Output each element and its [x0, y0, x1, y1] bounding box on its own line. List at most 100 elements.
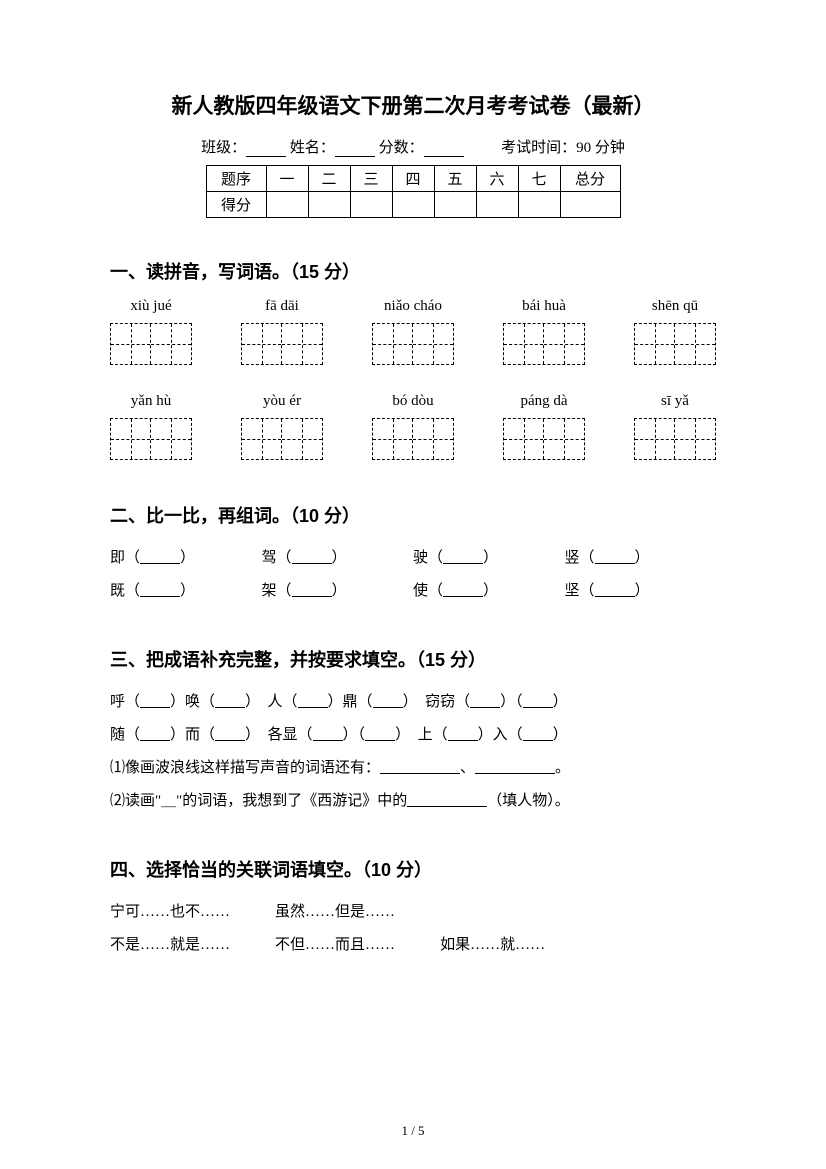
td-label: 得分	[206, 192, 266, 218]
name-blank[interactable]	[335, 156, 375, 157]
section-1-heading: 一、读拼音，写词语。（15 分）	[110, 258, 716, 284]
pinyin-item: bái huà	[503, 298, 585, 369]
name-label: 姓名：	[290, 140, 335, 156]
fill-blank[interactable]	[443, 582, 483, 597]
pinyin-item: niǎo cháo	[372, 298, 454, 369]
meta-row: 班级： 姓名： 分数： 考试时间：90 分钟	[110, 136, 716, 157]
page-number: 1 / 5	[0, 1123, 826, 1139]
idiom-line-2: 随（）而（） 各显（）（） 上（）入（）	[110, 719, 716, 752]
fill-blank[interactable]	[443, 549, 483, 564]
fill-blank[interactable]	[292, 582, 332, 597]
pinyin-row-1: xiù jué fā dāi niǎo cháo bái huà shēn qū	[110, 298, 716, 369]
connective-row-2: 不是……就是…… 不但……而且…… 如果……就……	[110, 929, 716, 962]
write-box[interactable]	[372, 418, 454, 460]
word-pair: 既（）	[110, 575, 262, 608]
word-pair: 架（）	[262, 575, 414, 608]
pinyin-label: shēn qū	[634, 298, 716, 315]
th-5: 五	[434, 166, 476, 192]
th-6: 六	[476, 166, 518, 192]
th-total: 总分	[560, 166, 620, 192]
exam-time: 考试时间：90 分钟	[501, 140, 625, 156]
fill-blank[interactable]	[140, 726, 170, 741]
pinyin-item: yòu ér	[241, 393, 323, 464]
pinyin-item: páng dà	[503, 393, 585, 464]
write-box[interactable]	[110, 418, 192, 460]
pinyin-item: yǎn hù	[110, 393, 192, 464]
write-box[interactable]	[634, 323, 716, 365]
pinyin-label: fā dāi	[241, 298, 323, 315]
idiom-line-1: 呼（）唤（） 人（）鼎（） 窃窃（）（）	[110, 686, 716, 719]
fill-blank[interactable]	[215, 726, 245, 741]
table-row: 得分	[206, 192, 620, 218]
pinyin-label: bó dòu	[372, 393, 454, 410]
section-3: 三、把成语补充完整，并按要求填空。（15 分） 呼（）唤（） 人（）鼎（） 窃窃…	[110, 646, 716, 818]
class-blank[interactable]	[246, 156, 286, 157]
section-4-heading: 四、选择恰当的关联词语填空。（10 分）	[110, 856, 716, 882]
pinyin-row-2: yǎn hù yòu ér bó dòu páng dà sī yǎ	[110, 393, 716, 464]
score-cell-total[interactable]	[560, 192, 620, 218]
pinyin-label: yòu ér	[241, 393, 323, 410]
fill-blank[interactable]	[140, 549, 180, 564]
fill-blank[interactable]	[373, 693, 403, 708]
write-box[interactable]	[503, 418, 585, 460]
th-seq: 题序	[206, 166, 266, 192]
pinyin-item: fā dāi	[241, 298, 323, 369]
pinyin-label: yǎn hù	[110, 393, 192, 410]
connective-option: 宁可……也不……	[110, 904, 230, 920]
score-cell[interactable]	[350, 192, 392, 218]
pinyin-item: sī yǎ	[634, 393, 716, 464]
write-box[interactable]	[634, 418, 716, 460]
fill-blank[interactable]	[523, 726, 553, 741]
connective-option: 虽然……但是……	[275, 904, 395, 920]
score-label: 分数：	[379, 140, 424, 156]
table-row: 题序 一 二 三 四 五 六 七 总分	[206, 166, 620, 192]
th-2: 二	[308, 166, 350, 192]
score-blank[interactable]	[424, 156, 464, 157]
question-3-2: ⑵读画"＿"的词语，我想到了《西游记》中的（填人物）。	[110, 785, 716, 818]
write-box[interactable]	[372, 323, 454, 365]
th-7: 七	[518, 166, 560, 192]
word-pair: 使（）	[413, 575, 565, 608]
th-1: 一	[266, 166, 308, 192]
compare-row-1: 即（） 驾（） 驶（） 竖（）	[110, 542, 716, 575]
score-cell[interactable]	[476, 192, 518, 218]
write-box[interactable]	[503, 323, 585, 365]
fill-blank[interactable]	[298, 693, 328, 708]
fill-blank[interactable]	[448, 726, 478, 741]
fill-blank[interactable]	[140, 693, 170, 708]
fill-blank[interactable]	[407, 792, 487, 807]
fill-blank[interactable]	[523, 693, 553, 708]
pinyin-label: bái huà	[503, 298, 585, 315]
score-cell[interactable]	[308, 192, 350, 218]
section-3-heading: 三、把成语补充完整，并按要求填空。（15 分）	[110, 646, 716, 672]
compare-row-2: 既（） 架（） 使（） 坚（）	[110, 575, 716, 608]
class-label: 班级：	[201, 140, 246, 156]
question-3-1: ⑴像画波浪线这样描写声音的词语还有：、。	[110, 752, 716, 785]
score-cell[interactable]	[518, 192, 560, 218]
word-pair: 即（）	[110, 542, 262, 575]
pinyin-item: xiù jué	[110, 298, 192, 369]
score-cell[interactable]	[266, 192, 308, 218]
write-box[interactable]	[110, 323, 192, 365]
fill-blank[interactable]	[140, 582, 180, 597]
fill-blank[interactable]	[313, 726, 343, 741]
pinyin-item: shēn qū	[634, 298, 716, 369]
section-2: 二、比一比，再组词。（10 分） 即（） 驾（） 驶（） 竖（） 既（） 架（）…	[110, 502, 716, 608]
score-cell[interactable]	[434, 192, 476, 218]
pinyin-label: niǎo cháo	[372, 298, 454, 315]
fill-blank[interactable]	[365, 726, 395, 741]
pinyin-item: bó dòu	[372, 393, 454, 464]
fill-blank[interactable]	[595, 582, 635, 597]
page-title: 新人教版四年级语文下册第二次月考考试卷（最新）	[110, 90, 716, 120]
write-box[interactable]	[241, 323, 323, 365]
fill-blank[interactable]	[380, 759, 460, 774]
connective-option: 不但……而且……	[275, 937, 395, 953]
fill-blank[interactable]	[595, 549, 635, 564]
fill-blank[interactable]	[470, 693, 500, 708]
fill-blank[interactable]	[475, 759, 555, 774]
fill-blank[interactable]	[292, 549, 332, 564]
fill-blank[interactable]	[215, 693, 245, 708]
word-pair: 坚（）	[565, 575, 717, 608]
score-cell[interactable]	[392, 192, 434, 218]
write-box[interactable]	[241, 418, 323, 460]
